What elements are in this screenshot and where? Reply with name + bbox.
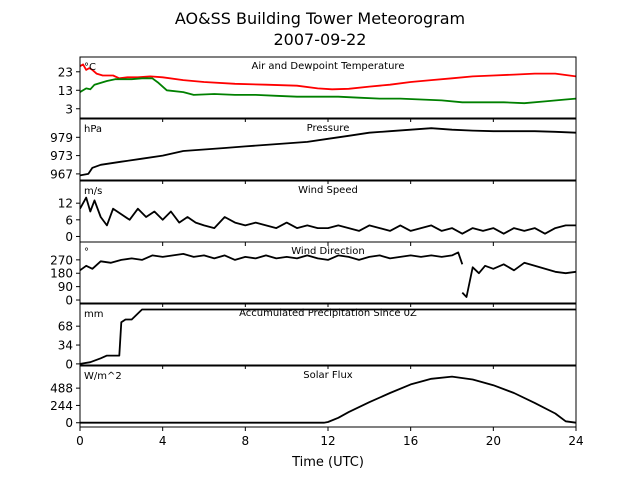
x-tick-label: 0 (76, 434, 84, 448)
solar-flux-title: Solar Flux (303, 370, 353, 381)
y-tick-label: 34 (58, 339, 73, 353)
y-tick-label: 270 (50, 253, 73, 267)
y-tick-label: 0 (65, 357, 73, 371)
temperature-unit: °C (84, 62, 96, 73)
y-tick-label: 0 (65, 416, 73, 430)
pressure-title: Pressure (307, 123, 350, 134)
panel-wind-speed: 0 6 12 m/s Wind Speed (58, 180, 577, 246)
panel-pressure: 967 973 979 hPa Pressure (50, 118, 577, 184)
solar-flux-unit: W/m^2 (84, 371, 122, 382)
panel-solar-flux: 0 244 488 W/m^2 Solar Flux (50, 365, 577, 431)
y-tick-label: 6 (65, 213, 73, 227)
chart-subtitle: 2007-09-22 (274, 30, 367, 49)
y-tick-label: 979 (50, 131, 73, 145)
wind-speed-series-1 (80, 196, 576, 235)
y-tick-label: 23 (58, 65, 73, 79)
solar-flux-series-1 (80, 375, 576, 424)
y-tick-label: 967 (50, 167, 73, 181)
y-tick-label: 90 (58, 280, 73, 294)
wind-direction-series-1 (80, 251, 464, 272)
pressure-unit: hPa (84, 124, 102, 135)
x-tick-label: 24 (568, 434, 583, 448)
x-tick-label: 12 (320, 434, 335, 448)
wind-direction-title: Wind Direction (291, 246, 365, 257)
wind-speed-unit: m/s (84, 186, 102, 197)
wind-direction-unit: ° (84, 247, 89, 258)
precipitation-unit: mm (84, 309, 103, 320)
chart-title: AO&SS Building Tower Meteorogram (175, 9, 465, 28)
temperature-title: Air and Dewpoint Temperature (252, 61, 405, 72)
panel-temperature: 3 13 23 °C Air and Dewpoint Temperature (58, 56, 577, 122)
x-axis-label: Time (UTC) (291, 455, 364, 470)
x-tick-label: 16 (403, 434, 418, 448)
precipitation-title: Accumulated Precipitation Since 0Z (239, 308, 417, 319)
wind-speed-title: Wind Speed (298, 185, 358, 196)
y-tick-label: 973 (50, 149, 73, 163)
panel-precipitation: 0 34 68 mm Accumulated Precipitation Since 0… (58, 303, 577, 371)
y-tick-label: 180 (50, 267, 73, 281)
x-tick-label: 20 (486, 434, 501, 448)
wind-direction-series-2 (461, 261, 576, 298)
temperature-series-2 (80, 77, 576, 105)
y-tick-label: 0 (65, 294, 73, 308)
temperature-series-1 (80, 63, 576, 91)
y-tick-label: 488 (50, 382, 73, 396)
y-tick-label: 3 (65, 102, 73, 116)
panels-group: 3 13 23 °C Air and Dewpoint Temperature 967 97… (50, 56, 584, 448)
y-tick-label: 12 (58, 197, 73, 211)
y-tick-label: 68 (58, 320, 73, 334)
precipitation-series-1 (80, 308, 576, 365)
x-tick-label: 4 (159, 434, 167, 448)
pressure-series-1 (80, 127, 576, 177)
y-tick-label: 13 (58, 84, 73, 98)
y-tick-label: 244 (50, 399, 73, 413)
y-tick-label: 0 (65, 230, 73, 244)
x-tick-label: 8 (242, 434, 250, 448)
